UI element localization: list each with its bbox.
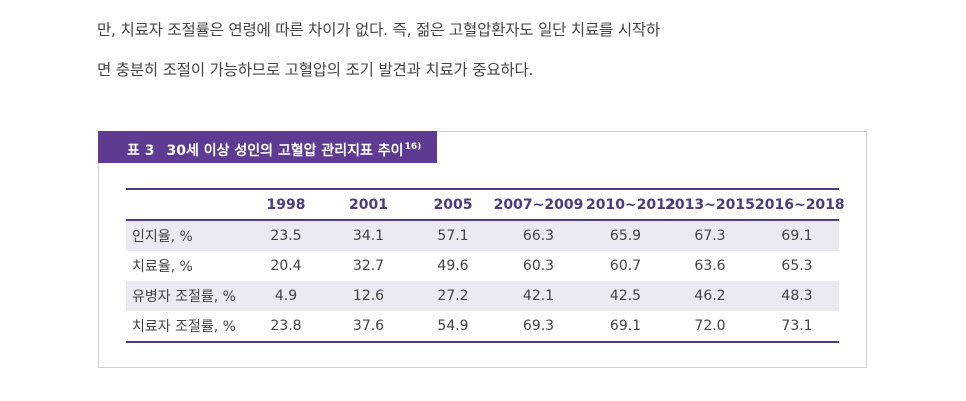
header-cell: 2016~2018 <box>755 196 845 213</box>
table-cell: 69.1 <box>609 318 642 334</box>
table-cell: 73.1 <box>781 318 813 334</box>
table-header-row: 1998 2001 2005 2007~2009 2010~2012 2013~… <box>126 189 845 220</box>
table-cell: 37.6 <box>352 318 385 334</box>
header-cell: 2007~2009 <box>493 196 584 213</box>
table-cell: 34.1 <box>352 228 385 244</box>
table-cell: 66.3 <box>522 228 555 244</box>
table-cell: 23.8 <box>270 318 302 334</box>
table-cell: 42.5 <box>609 288 642 304</box>
table-row: 인지율, % 23.5 34.1 57.1 66.3 65.9 67.3 69.… <box>126 220 839 251</box>
table-cell: 27.2 <box>437 288 469 304</box>
table-caption-number: 표 3 <box>127 143 155 159</box>
hypertension-indicator-table: 1998 2001 2005 2007~2009 2010~2012 2013~… <box>126 188 845 343</box>
header-cell <box>126 189 250 220</box>
table-cell: 32.7 <box>352 258 385 274</box>
table-row: 유병자 조절률, % 4.9 12.6 27.2 42.1 42.5 46.2 … <box>126 281 839 311</box>
header-cell: 1998 <box>266 196 306 213</box>
header-cell: 2001 <box>349 196 388 213</box>
table-cell: 60.3 <box>522 258 555 274</box>
table-cell: 69.3 <box>522 318 555 334</box>
table-cell: 65.3 <box>781 258 813 274</box>
table-caption-title: 30세 이상 성인의 고혈압 관리지표 추이 <box>166 143 404 159</box>
table-cell: 63.6 <box>694 258 726 274</box>
table-cell: 49.6 <box>437 258 469 274</box>
table-cell: 46.2 <box>694 288 726 304</box>
table-cell: 12.6 <box>352 288 385 304</box>
table-caption: 표 3 30세 이상 성인의 고혈압 관리지표 추이16) <box>98 131 437 163</box>
table-cell: 42.1 <box>522 288 555 304</box>
table-cell: 67.3 <box>694 228 726 244</box>
table-cell: 20.4 <box>270 258 302 274</box>
row-label: 유병자 조절률, % <box>132 289 236 305</box>
body-paragraph: 만, 치료자 조절률은 연령에 따른 차이가 없다. 즉, 젊은 고혈압환자도 … <box>97 10 897 90</box>
header-cell: 2013~2015 <box>665 196 755 213</box>
table-cell: 54.9 <box>437 318 469 334</box>
row-label: 치료율, % <box>132 259 193 275</box>
table-cell: 23.5 <box>270 228 302 244</box>
table-row: 치료율, % 20.4 32.7 49.6 60.3 60.7 63.6 65.… <box>126 251 839 281</box>
table-cell: 57.1 <box>437 228 469 244</box>
table-frame <box>98 131 867 368</box>
table-row: 치료자 조절률, % 23.8 37.6 54.9 69.3 69.1 72.0… <box>126 311 839 342</box>
table-cell: 69.1 <box>781 228 813 244</box>
paragraph-line-2: 면 충분히 조절이 가능하므로 고혈압의 조기 발견과 치료가 중요하다. <box>97 61 534 79</box>
table-caption-reference: 16) <box>404 142 422 152</box>
row-label: 인지율, % <box>132 229 193 245</box>
paragraph-line-1: 만, 치료자 조절률은 연령에 따른 차이가 없다. 즉, 젊은 고혈압환자도 … <box>97 21 661 39</box>
row-label: 치료자 조절률, % <box>132 319 236 335</box>
table-cell: 60.7 <box>609 258 642 274</box>
table-cell: 72.0 <box>694 318 726 334</box>
header-cell: 2005 <box>433 196 473 213</box>
header-cell: 2010~2012 <box>586 196 676 213</box>
table-cell: 48.3 <box>781 288 813 304</box>
table-cell: 4.9 <box>274 288 298 304</box>
table-cell: 65.9 <box>609 228 642 244</box>
